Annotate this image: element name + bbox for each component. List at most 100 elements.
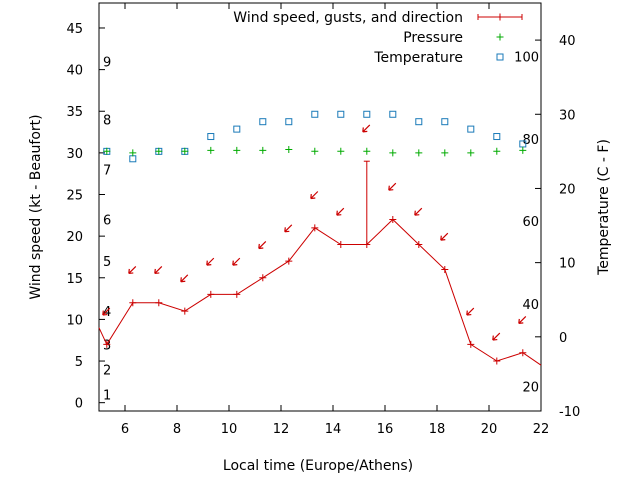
right-tick-label: 40: [559, 34, 576, 49]
legend-label: Pressure: [403, 30, 463, 46]
beaufort-label: 5: [103, 255, 111, 270]
x-tick-label: 12: [273, 422, 290, 437]
pressure-point: [233, 146, 241, 154]
left-tick-label: 35: [66, 105, 83, 120]
left-tick-label: 25: [66, 189, 83, 204]
x-tick-label: 16: [377, 422, 394, 437]
wind-direction-arrow: [440, 232, 449, 241]
wind-speed-point: [493, 357, 501, 365]
left-tick-label: 30: [66, 147, 83, 162]
wind-speed-point: [415, 240, 423, 248]
legend: Wind speed, gusts, and direction Pressure…: [233, 10, 523, 66]
wind-direction-arrow: [232, 257, 241, 266]
legend-marker: [496, 53, 504, 61]
pressure-point: [311, 147, 319, 155]
pressure-point: [389, 149, 397, 157]
pressure-point: [441, 149, 449, 157]
wind-direction-arrow: [206, 257, 215, 266]
temperature-point: [363, 110, 371, 118]
temperature-point: [337, 110, 345, 118]
wind-direction-arrow: [102, 307, 111, 316]
temperature-point: [467, 125, 475, 133]
wind-direction-arrow: [154, 266, 163, 275]
right-axis-label: Temperature (C - F): [596, 139, 612, 276]
pressure-point: [207, 146, 215, 154]
plot-frame: [98, 2, 542, 412]
wind-speed-point: [103, 340, 111, 348]
wind-direction-arrow: [466, 307, 475, 316]
x-tick-label: 22: [533, 422, 550, 437]
temperature-point: [389, 110, 397, 118]
wind-direction-arrow: [310, 191, 319, 200]
fahrenheit-labels: 20 40 60 80 100: [514, 50, 539, 395]
pressure-point: [337, 147, 345, 155]
beaufort-label: 2: [103, 363, 111, 378]
temperature-point: [259, 118, 267, 126]
wind-speed-point: [207, 290, 215, 298]
legend-marker: [496, 33, 504, 41]
left-axis-label: Wind speed (kt - Beaufort): [28, 114, 44, 299]
x-tick-label: 8: [173, 422, 181, 437]
legend-marker: [496, 13, 504, 21]
pressure-point: [129, 149, 137, 157]
left-tick-label: 45: [66, 22, 83, 37]
temperature-point: [207, 133, 215, 141]
fahrenheit-label: 20: [522, 381, 539, 396]
left-tick-label: 40: [66, 64, 83, 79]
wind-direction-arrow: [284, 224, 293, 233]
wind-speed-point: [519, 349, 527, 357]
pressure-point: [103, 147, 111, 155]
beaufort-label: 7: [103, 164, 111, 179]
wind-speed-line: [98, 218, 542, 366]
left-tick-label: 20: [66, 230, 83, 245]
wind-speed-point: [259, 274, 267, 282]
wind-speed-point: [155, 299, 163, 307]
left-tick-label: 0: [75, 397, 83, 412]
temperature-point: [233, 125, 241, 133]
wind-speed-point: [467, 340, 475, 348]
legend-label: Wind speed, gusts, and direction: [233, 10, 463, 26]
pressure-point: [155, 147, 163, 155]
beaufort-label: 6: [103, 213, 111, 228]
x-tick-label: 6: [121, 422, 129, 437]
right-tick-label: 20: [559, 182, 576, 197]
wind-direction-arrow: [362, 124, 371, 133]
right-tick-label: 30: [559, 108, 576, 123]
pressure-point: [285, 146, 293, 154]
pressure-point: [363, 147, 371, 155]
temperature-point: [415, 118, 423, 126]
fahrenheit-label: 60: [522, 215, 539, 230]
wind-direction-arrow: [518, 315, 527, 325]
left-axis-ticks: 0 5 10 15 20 25 30 35 40 45: [66, 22, 105, 412]
wind-speed-point: [389, 215, 397, 223]
wind-direction-arrow: [336, 207, 345, 216]
wind-direction-arrow: [258, 241, 267, 250]
wind-speed-point: [311, 224, 319, 232]
x-tick-label: 20: [481, 422, 498, 437]
plot-series: [98, 110, 542, 366]
x-axis-ticks: 6 8 10 12 14 16 18 20 22: [121, 3, 549, 437]
pressure-point: [467, 149, 475, 157]
temperature-point: [129, 155, 137, 163]
left-tick-label: 15: [66, 272, 83, 287]
x-axis-label: Local time (Europe/Athens): [223, 458, 413, 474]
wind-speed-point: [129, 299, 137, 307]
fahrenheit-label: 40: [522, 298, 539, 313]
left-tick-label: 5: [75, 355, 83, 370]
pressure-point: [181, 147, 189, 155]
wind-direction-arrow: [388, 182, 397, 191]
pressure-point: [493, 147, 501, 155]
wind-speed-point: [233, 290, 241, 298]
wind-direction-arrow: [128, 266, 137, 275]
beaufort-label: 8: [103, 114, 111, 129]
temperature-point: [493, 133, 501, 141]
pressure-point: [259, 146, 267, 154]
x-tick-label: 14: [325, 422, 342, 437]
legend-label: Temperature: [373, 50, 463, 66]
x-tick-label: 10: [221, 422, 238, 437]
beaufort-label: 9: [103, 55, 111, 70]
wind-direction-arrow: [180, 274, 189, 283]
x-tick-label: 18: [429, 422, 446, 437]
